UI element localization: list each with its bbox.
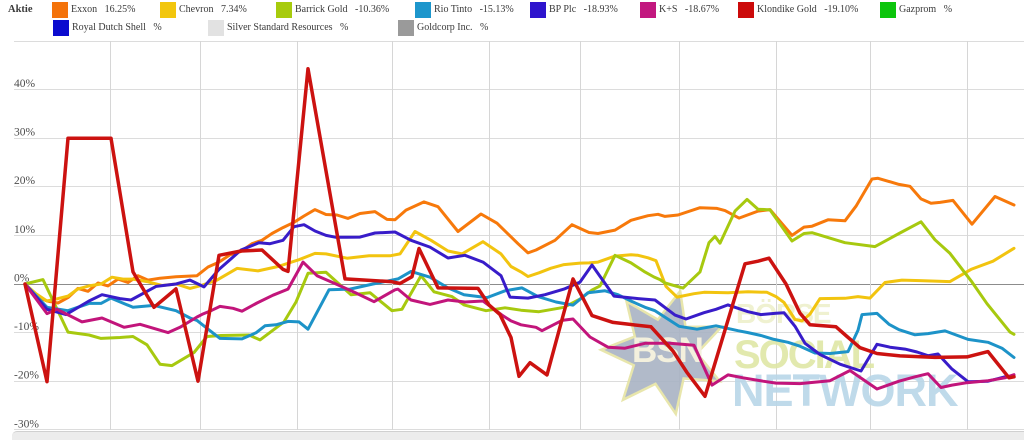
svg-text:-20%: -20% (14, 370, 39, 382)
svg-text:10%: 10% (14, 224, 36, 236)
svg-text:BSN: BSN (632, 331, 703, 370)
svg-text:-30%: -30% (14, 418, 39, 430)
svg-text:0%: 0% (14, 273, 30, 285)
svg-text:30%: 30% (14, 127, 36, 139)
svg-text:20%: 20% (14, 175, 36, 187)
svg-text:40%: 40% (14, 78, 36, 90)
